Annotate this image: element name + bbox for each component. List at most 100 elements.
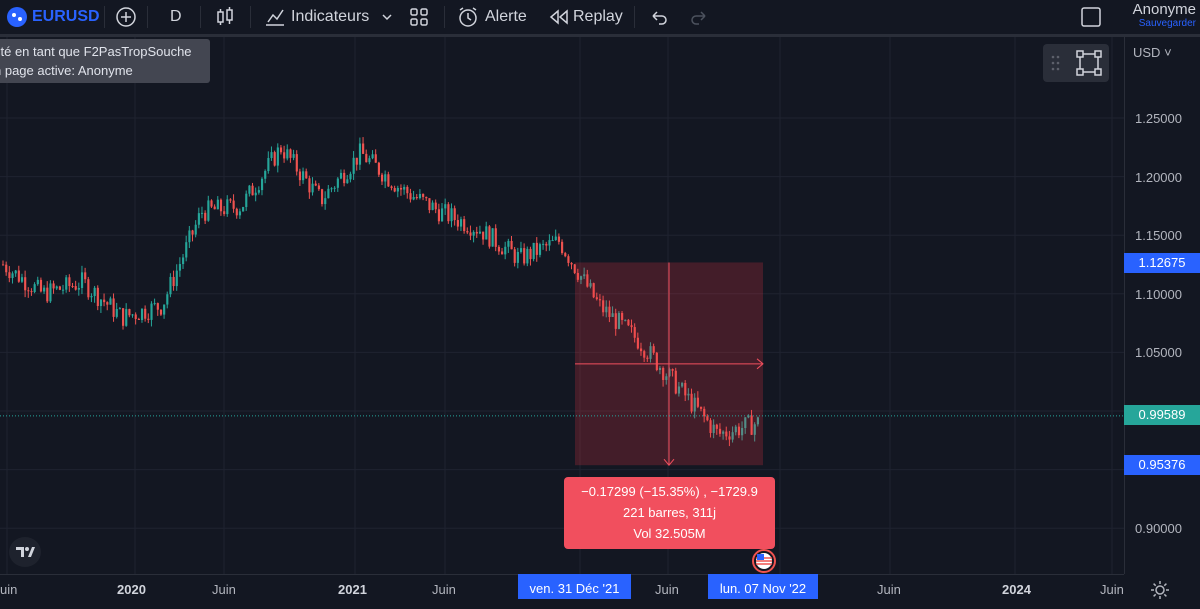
drag-handle-icon[interactable]	[1051, 54, 1061, 77]
interval-button[interactable]: D	[170, 8, 182, 25]
candle	[333, 186, 336, 192]
candle	[295, 150, 298, 176]
candle	[43, 285, 46, 294]
candle	[526, 246, 529, 267]
save-link[interactable]: Sauvegarder	[1138, 18, 1196, 29]
candle	[213, 204, 216, 210]
candle	[744, 417, 747, 434]
candle	[185, 235, 188, 262]
candle	[532, 242, 535, 262]
candle	[690, 388, 693, 414]
candle	[731, 426, 734, 443]
candle	[617, 311, 621, 330]
candle	[314, 180, 317, 187]
candle	[706, 414, 709, 422]
candle	[219, 198, 223, 216]
candle	[750, 409, 753, 435]
candle	[264, 169, 267, 184]
candle	[36, 276, 39, 286]
candle	[270, 146, 273, 161]
candle	[482, 231, 485, 245]
candle	[137, 317, 140, 321]
candle	[109, 296, 112, 305]
undo-icon[interactable]	[649, 0, 669, 34]
candle	[437, 203, 441, 225]
candle	[245, 190, 248, 211]
candle	[210, 199, 213, 208]
account-area[interactable]: Anonyme Sauvegarder	[1133, 0, 1196, 34]
candle	[292, 149, 295, 161]
chevron-down-icon[interactable]	[381, 0, 393, 34]
candle	[507, 238, 510, 253]
candle	[194, 220, 197, 238]
price-scale[interactable]	[1124, 37, 1200, 574]
candle	[491, 228, 494, 247]
alert-button[interactable]: Alerte	[485, 8, 527, 25]
candle	[469, 225, 472, 241]
candle	[409, 188, 412, 203]
candle	[523, 243, 526, 266]
price-tick: 1.10000	[1135, 287, 1182, 302]
alarm-clock-icon[interactable]	[457, 0, 479, 34]
candle	[311, 177, 314, 196]
candle	[737, 423, 741, 439]
candle	[557, 233, 561, 245]
candle	[384, 170, 387, 189]
candle	[159, 309, 163, 316]
candle	[254, 187, 257, 202]
gear-icon[interactable]	[1150, 580, 1170, 605]
candle	[586, 269, 589, 288]
symbol-name[interactable]: EURUSD	[32, 8, 100, 25]
candle	[466, 227, 469, 235]
candle	[579, 275, 583, 285]
us-flag-event-icon[interactable]	[752, 549, 776, 573]
candle	[103, 293, 106, 307]
candle	[11, 271, 14, 284]
currency-label: USD	[1133, 45, 1161, 60]
candle	[5, 261, 8, 276]
candle	[425, 196, 428, 201]
indicators-icon[interactable]	[264, 0, 286, 34]
price-chart[interactable]	[0, 37, 1200, 608]
candle	[2, 260, 5, 266]
candle	[681, 381, 684, 388]
candle	[216, 196, 219, 210]
candle	[677, 381, 681, 397]
window-icon[interactable]	[1080, 0, 1102, 34]
candle	[77, 282, 80, 296]
replay-icon[interactable]	[548, 0, 570, 34]
redo-icon[interactable]	[689, 0, 709, 34]
currency-selector[interactable]: USD ˅	[1133, 45, 1172, 60]
time-tick: 2021	[338, 582, 367, 597]
candle	[592, 282, 595, 299]
login-notice: cté en tant que F2PasTropSouche n page a…	[0, 39, 210, 83]
candle	[573, 263, 576, 275]
candle	[712, 419, 715, 439]
time-tick: uin	[0, 582, 18, 597]
candle	[52, 280, 55, 294]
candle	[510, 235, 513, 250]
plus-icon[interactable]	[115, 0, 137, 34]
candle	[232, 194, 235, 213]
candle	[131, 313, 134, 318]
indicators-button[interactable]: Indicateurs	[291, 8, 370, 25]
select-box-icon[interactable]	[1076, 50, 1102, 81]
candle	[286, 144, 289, 161]
candle	[501, 247, 504, 255]
candles-icon[interactable]	[214, 0, 236, 34]
candle	[235, 207, 238, 219]
tradingview-logo[interactable]	[9, 537, 41, 567]
candle	[371, 150, 374, 160]
replay-button[interactable]: Replay	[573, 8, 623, 25]
candle	[204, 210, 207, 224]
layout-grid-icon[interactable]	[408, 0, 430, 34]
candle	[529, 246, 532, 266]
measure-start-date-label: ven. 31 Déc '21	[518, 574, 631, 599]
toolbar-divider	[147, 6, 148, 28]
candle	[387, 171, 390, 187]
candle	[346, 174, 349, 184]
candle	[276, 143, 279, 173]
candle	[46, 281, 49, 304]
symbol-avatar-icon[interactable]	[6, 0, 28, 34]
price-tick: 1.15000	[1135, 228, 1182, 243]
